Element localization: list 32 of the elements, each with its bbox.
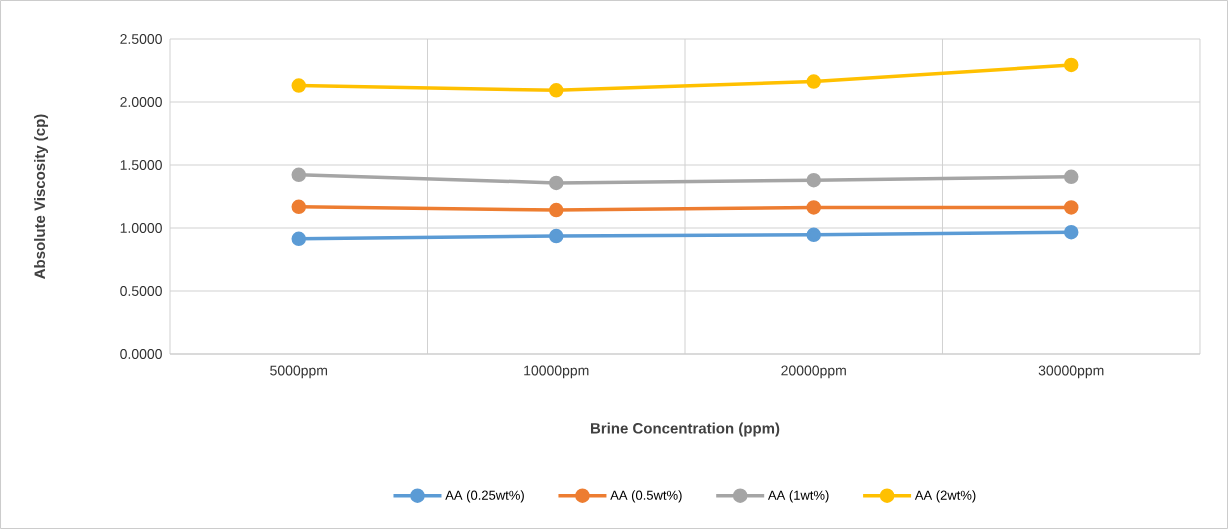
y-tick-label: 2.0000 — [120, 97, 162, 107]
y-axis-title: Absolute Viscosity (cp) — [34, 114, 49, 279]
point — [548, 175, 564, 191]
point — [548, 83, 564, 98]
legend-label: AA (2wt%) — [914, 490, 976, 503]
point — [291, 199, 306, 215]
x-tick-label: 5000ppm — [270, 365, 328, 379]
point — [1063, 224, 1079, 240]
x-tick-label: 20000ppm — [781, 365, 846, 379]
point — [806, 172, 821, 188]
legend-label: AA (1wt%) — [767, 490, 829, 503]
point — [806, 74, 821, 89]
point — [1063, 200, 1079, 215]
legend-label: AA (0.25wt%) — [445, 490, 524, 503]
point — [548, 228, 564, 244]
point — [291, 78, 306, 93]
point — [806, 200, 821, 215]
y-tick-label: 1.0000 — [120, 223, 162, 233]
x-tick-label: 30000ppm — [1038, 365, 1104, 379]
y-tick-label: 1.5000 — [120, 160, 162, 170]
point — [548, 202, 564, 218]
x-tick-label: 10000ppm — [524, 365, 589, 379]
point — [1063, 57, 1079, 73]
point — [806, 227, 821, 243]
y-tick-label: 2.5000 — [120, 34, 162, 44]
y-tick-label: 0.5000 — [120, 286, 162, 296]
point — [291, 231, 306, 247]
legend-label: AA (0.5wt%) — [610, 490, 682, 503]
y-tick-label: 0.0000 — [120, 349, 162, 359]
x-axis-title: Brine Concentration (ppm) — [591, 422, 780, 437]
point — [1063, 169, 1079, 185]
point — [291, 167, 306, 183]
